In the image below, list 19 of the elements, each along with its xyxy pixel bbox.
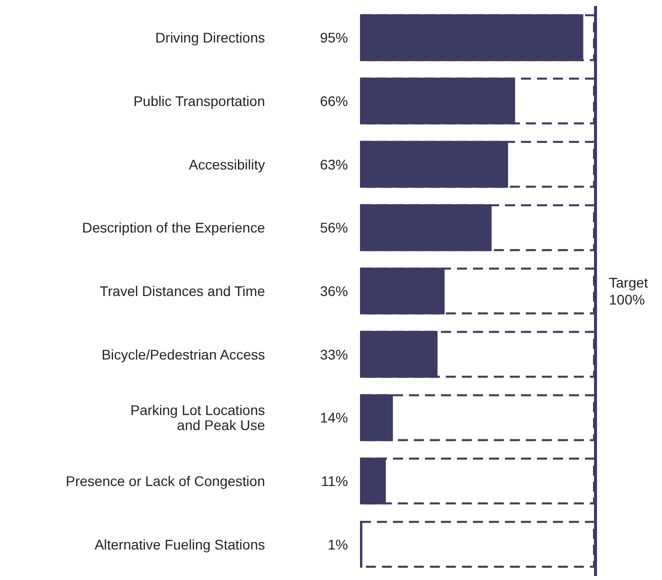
- y-tick-label: Public Transportation: [133, 93, 265, 109]
- ref-line-label: Target 100%: [609, 274, 652, 308]
- data-label: 1%: [328, 536, 348, 552]
- y-tick-label: Bicycle/Pedestrian Access: [102, 346, 265, 362]
- data-label: 63%: [320, 156, 348, 172]
- data-label: 56%: [320, 220, 348, 236]
- y-tick-label: Travel Distances and Time: [100, 283, 266, 299]
- data-label: 95%: [320, 30, 348, 46]
- y-tick-label: Parking Lot Locations and Peak Use: [130, 402, 266, 434]
- data-label: 66%: [320, 93, 348, 109]
- y-tick-label: Presence or Lack of Congestion: [66, 473, 265, 489]
- y-tick-label: Description of the Experience: [82, 220, 266, 236]
- y-tick-label: Driving Directions: [155, 30, 265, 46]
- data-label: 14%: [320, 410, 348, 426]
- data-label: 36%: [320, 283, 348, 299]
- y-tick-label: Accessibility: [188, 156, 265, 172]
- data-label: 11%: [321, 473, 348, 489]
- data-label: 33%: [320, 346, 348, 362]
- y-tick-label: Alternative Fueling Stations: [94, 536, 265, 552]
